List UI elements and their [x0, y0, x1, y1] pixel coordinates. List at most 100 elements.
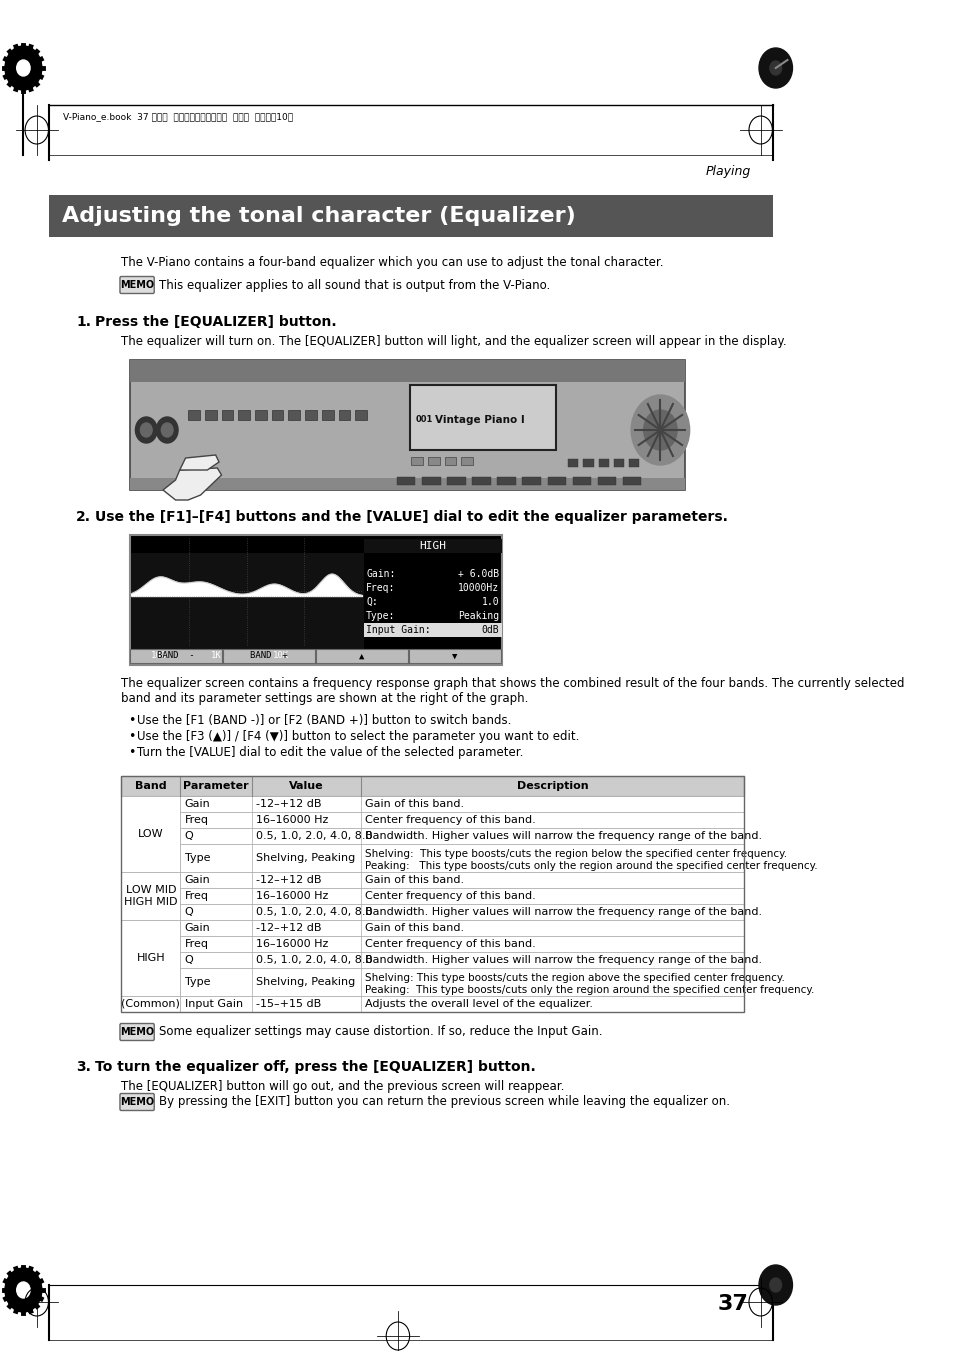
- Text: Gain of this band.: Gain of this band.: [365, 798, 464, 809]
- Text: + 6.0dB: + 6.0dB: [457, 569, 498, 580]
- Text: Gain:: Gain:: [366, 569, 395, 580]
- Bar: [316, 648, 407, 663]
- Text: Q: Q: [184, 831, 193, 842]
- Text: Parameter: Parameter: [183, 781, 249, 790]
- Text: Gain: Gain: [184, 798, 210, 809]
- Text: Peaking:   This type boosts/cuts only the region around the specified center fre: Peaking: This type boosts/cuts only the …: [365, 861, 817, 871]
- Text: Shelving: This type boosts/cuts the region above the specified center frequency.: Shelving: This type boosts/cuts the regi…: [365, 973, 784, 984]
- Text: •: •: [128, 713, 135, 727]
- Text: Center frequency of this band.: Center frequency of this band.: [365, 815, 536, 825]
- FancyBboxPatch shape: [120, 1093, 154, 1111]
- Text: Bandwidth. Higher values will narrow the frequency range of the band.: Bandwidth. Higher values will narrow the…: [365, 831, 761, 842]
- Text: 2.: 2.: [76, 509, 91, 524]
- Text: Gain of this band.: Gain of this band.: [365, 875, 464, 885]
- Text: The [EQUALIZER] button will go out, and the previous screen will reappear.: The [EQUALIZER] button will go out, and …: [121, 1079, 564, 1093]
- Text: MEMO: MEMO: [120, 1027, 154, 1038]
- Bar: [409, 385, 556, 450]
- Bar: [522, 477, 540, 485]
- Bar: [288, 409, 300, 420]
- Bar: [568, 459, 578, 467]
- Circle shape: [17, 59, 30, 76]
- Bar: [121, 904, 743, 920]
- Bar: [130, 359, 685, 382]
- Bar: [622, 477, 640, 485]
- Circle shape: [769, 61, 781, 76]
- Text: Some equalizer settings may cause distortion. If so, reduce the Input Gain.: Some equalizer settings may cause distor…: [158, 1025, 601, 1039]
- Bar: [121, 775, 743, 1012]
- Text: -12–+12 dB: -12–+12 dB: [256, 798, 321, 809]
- Text: Input Gain: Input Gain: [184, 998, 242, 1009]
- Text: ▲: ▲: [359, 651, 364, 661]
- Bar: [121, 871, 743, 888]
- Text: band and its parameter settings are shown at the right of the graph.: band and its parameter settings are show…: [121, 692, 528, 705]
- Text: Gain: Gain: [184, 923, 210, 934]
- Text: The equalizer will turn on. The [EQUALIZER] button will light, and the equalizer: The equalizer will turn on. The [EQUALIZ…: [121, 335, 786, 349]
- Text: Use the [F1]–[F4] buttons and the [VALUE] dial to edit the equalizer parameters.: Use the [F1]–[F4] buttons and the [VALUE…: [95, 509, 727, 524]
- Text: Input Gain:: Input Gain:: [366, 626, 431, 635]
- Text: Gain of this band.: Gain of this band.: [365, 923, 464, 934]
- Bar: [396, 477, 415, 485]
- Text: By pressing the [EXIT] button you can return the previous screen while leaving t: By pressing the [EXIT] button you can re…: [158, 1096, 729, 1109]
- Bar: [121, 871, 180, 920]
- Text: 0.5, 1.0, 2.0, 4.0, 8.0: 0.5, 1.0, 2.0, 4.0, 8.0: [256, 955, 373, 965]
- Bar: [409, 648, 500, 663]
- Text: Freq: Freq: [184, 815, 209, 825]
- Text: -12–+12 dB: -12–+12 dB: [256, 923, 321, 934]
- Bar: [121, 996, 743, 1012]
- Text: Bandwidth. Higher values will narrow the frequency range of the band.: Bandwidth. Higher values will narrow the…: [365, 907, 761, 917]
- Text: HIGH: HIGH: [136, 952, 165, 963]
- Bar: [338, 409, 350, 420]
- Circle shape: [631, 394, 689, 465]
- Bar: [130, 535, 501, 665]
- Bar: [223, 648, 314, 663]
- Text: Freq: Freq: [184, 892, 209, 901]
- Bar: [411, 457, 422, 465]
- Text: (Common): (Common): [121, 998, 180, 1009]
- Bar: [121, 775, 743, 796]
- Bar: [121, 920, 180, 996]
- Bar: [472, 477, 490, 485]
- Bar: [363, 539, 501, 553]
- Text: 0.5, 1.0, 2.0, 4.0, 8.0: 0.5, 1.0, 2.0, 4.0, 8.0: [256, 831, 373, 842]
- Text: Turn the [VALUE] dial to edit the value of the selected parameter.: Turn the [VALUE] dial to edit the value …: [137, 746, 523, 759]
- Text: LOW: LOW: [138, 830, 163, 839]
- Circle shape: [17, 1282, 30, 1298]
- Bar: [497, 477, 516, 485]
- Bar: [613, 459, 623, 467]
- Text: Description: Description: [517, 781, 588, 790]
- Text: Type:: Type:: [366, 611, 395, 621]
- Circle shape: [643, 409, 677, 450]
- Circle shape: [140, 423, 152, 436]
- Text: Type: Type: [184, 852, 210, 863]
- Text: •: •: [128, 730, 135, 743]
- Text: Freq: Freq: [184, 939, 209, 948]
- Polygon shape: [179, 455, 219, 470]
- Bar: [121, 920, 743, 936]
- Text: Adjusting the tonal character (Equalizer): Adjusting the tonal character (Equalizer…: [62, 205, 575, 226]
- Bar: [428, 457, 439, 465]
- Bar: [447, 477, 465, 485]
- Text: Center frequency of this band.: Center frequency of this band.: [365, 939, 536, 948]
- Bar: [121, 796, 180, 871]
- Bar: [205, 409, 216, 420]
- Bar: [50, 195, 773, 236]
- Text: Vintage Piano I: Vintage Piano I: [435, 415, 524, 426]
- Bar: [628, 459, 638, 467]
- Text: -12–+12 dB: -12–+12 dB: [256, 875, 321, 885]
- Text: Freq:: Freq:: [366, 584, 395, 593]
- Bar: [188, 409, 199, 420]
- Text: 10000Hz: 10000Hz: [457, 584, 498, 593]
- Text: Press the [EQUALIZER] button.: Press the [EQUALIZER] button.: [95, 315, 336, 330]
- Text: Q:: Q:: [366, 597, 377, 607]
- Text: 3.: 3.: [76, 1061, 91, 1074]
- Bar: [121, 888, 743, 904]
- Polygon shape: [163, 467, 221, 500]
- Bar: [131, 648, 221, 663]
- Bar: [254, 409, 267, 420]
- Text: The equalizer screen contains a frequency response graph that shows the combined: The equalizer screen contains a frequenc…: [121, 677, 903, 690]
- Text: LOW MID
HIGH MID: LOW MID HIGH MID: [124, 885, 177, 907]
- Circle shape: [759, 1265, 792, 1305]
- Bar: [130, 478, 685, 490]
- Text: 1.0: 1.0: [481, 597, 498, 607]
- Text: Shelving, Peaking: Shelving, Peaking: [256, 977, 355, 988]
